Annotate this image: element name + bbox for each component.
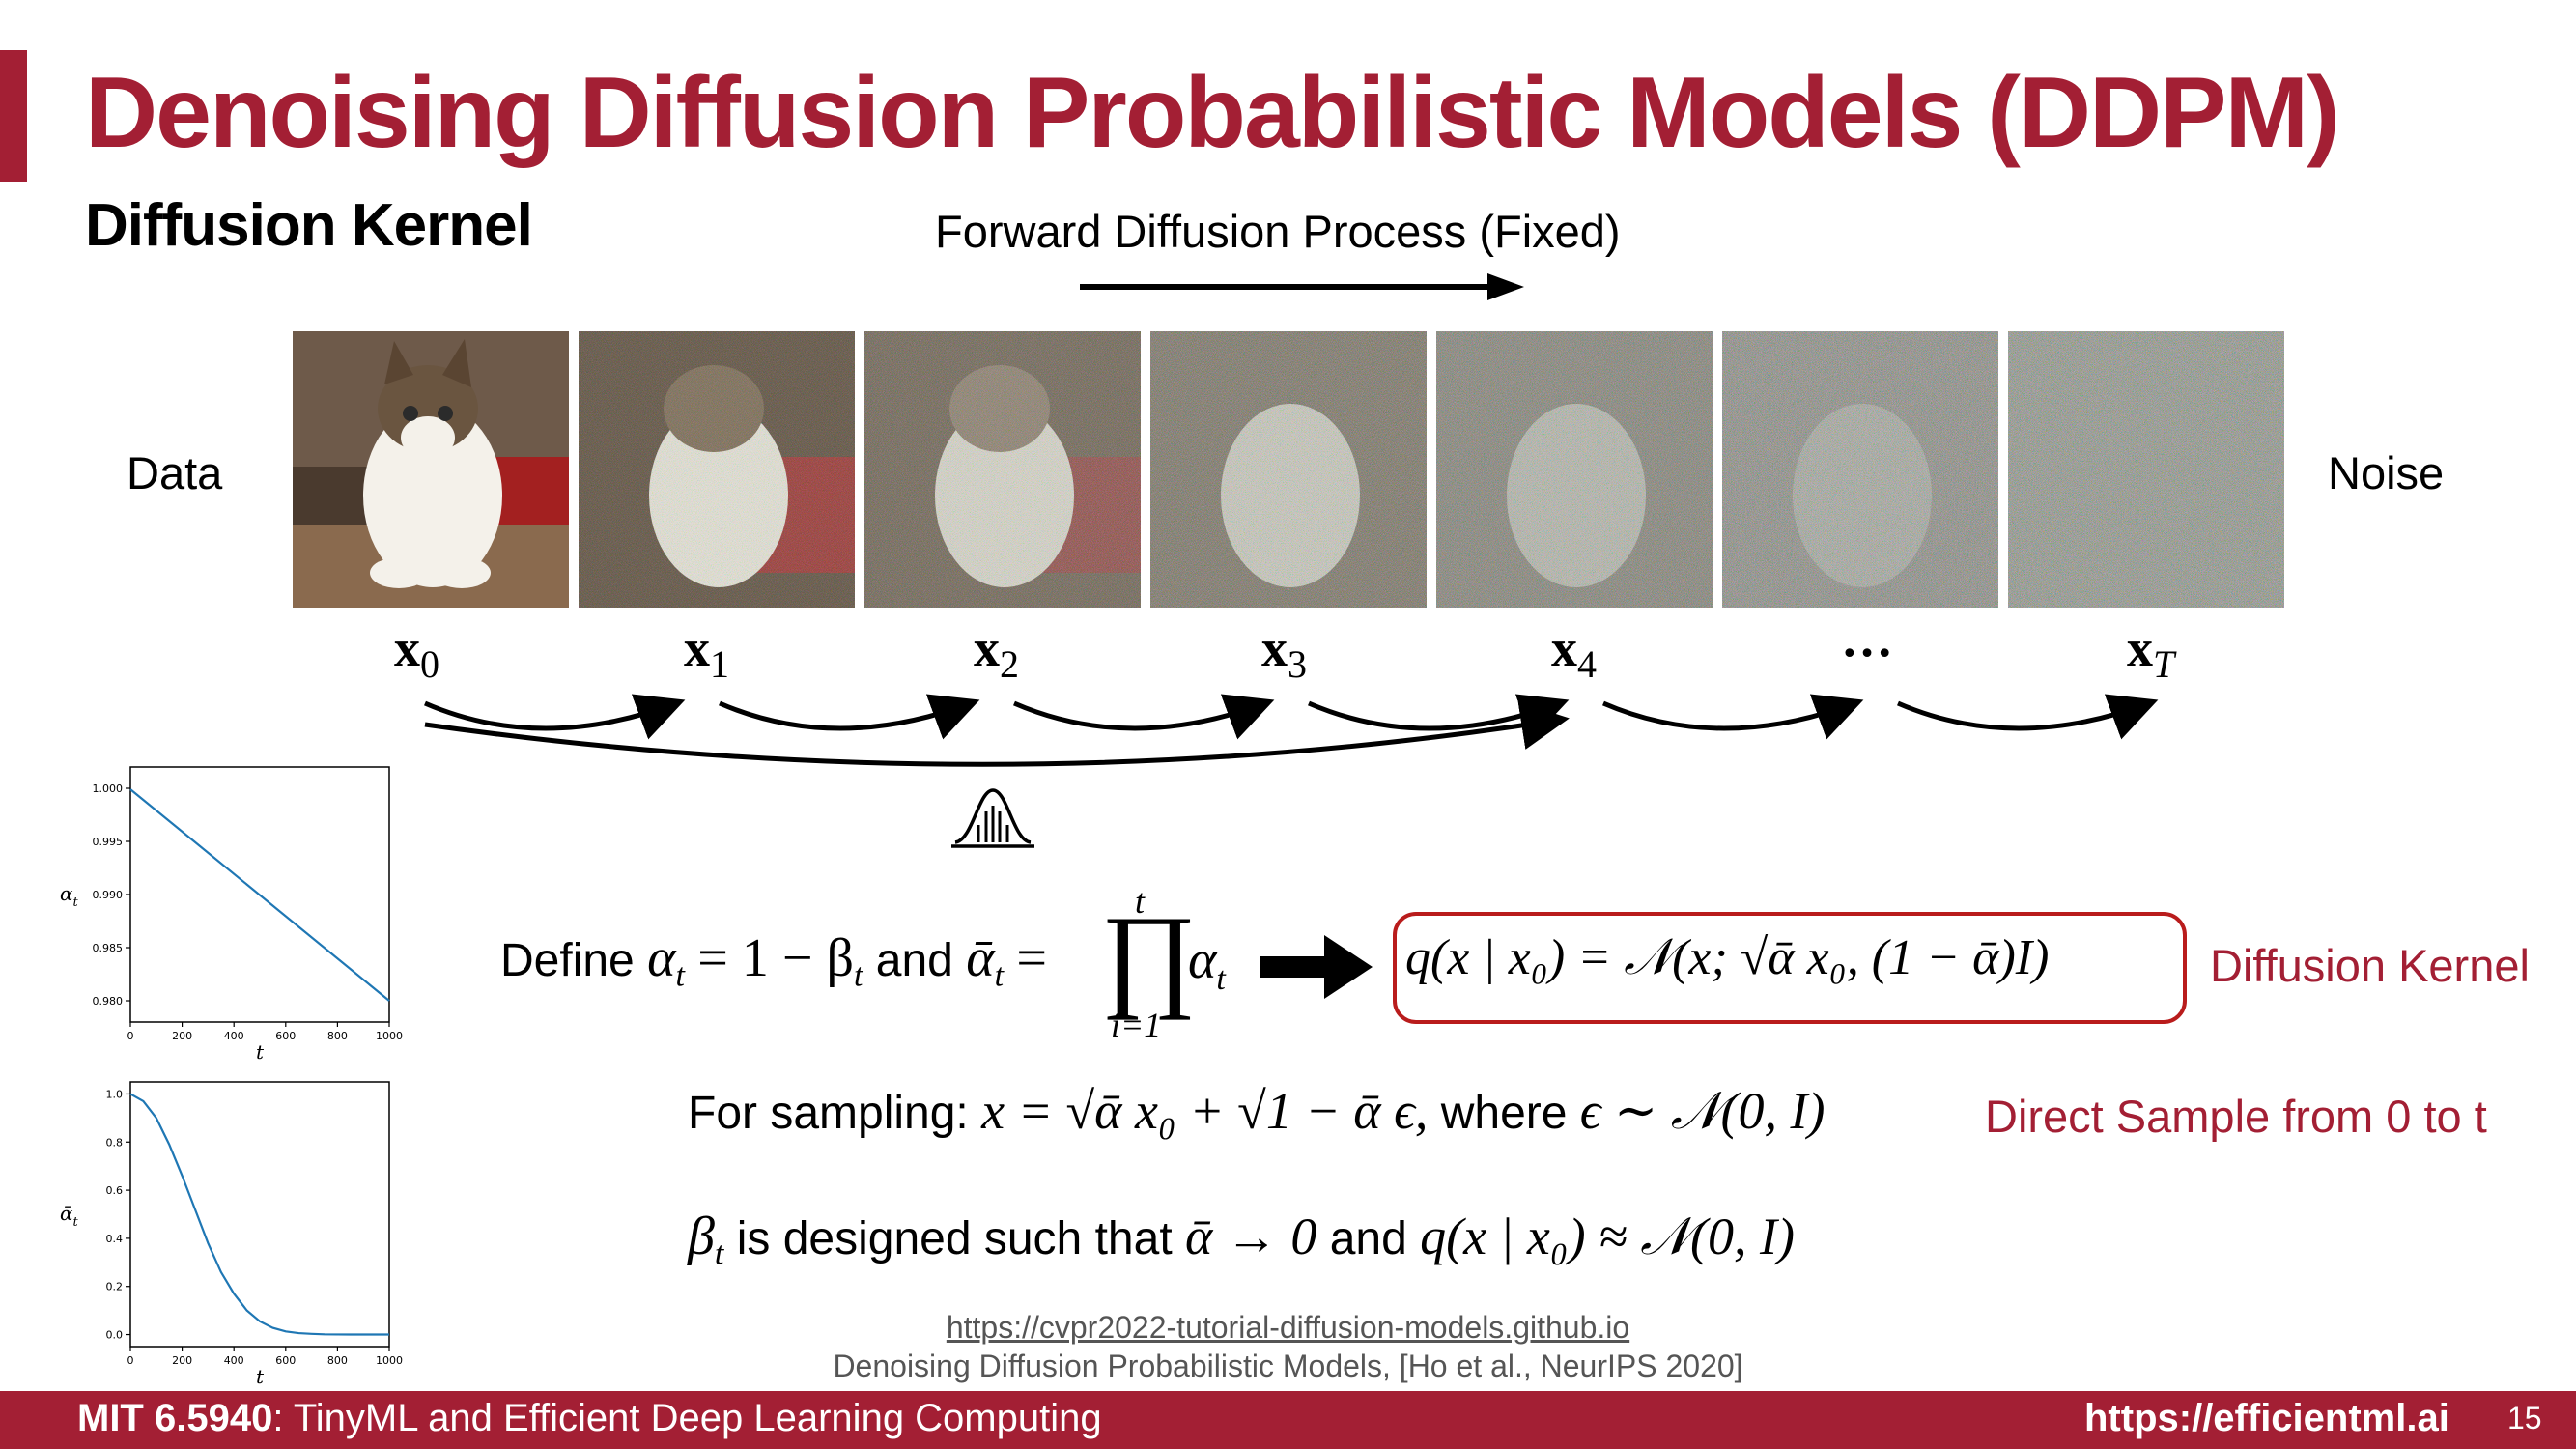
y-tick-label: 0.8: [106, 1136, 124, 1149]
x2-label: x2: [974, 619, 1019, 686]
y-axis-label: ᾱt: [60, 1202, 79, 1230]
product-lower-limit: i=1: [1111, 1006, 1162, 1044]
data-label: Data: [127, 447, 223, 498]
reference-paper: Denoising Diffusion Probabilistic Models…: [833, 1349, 1743, 1383]
x-axis-label: t: [256, 1365, 265, 1388]
noisy-image-xt: [1722, 331, 1998, 608]
x-tick-label: 0: [127, 1030, 134, 1042]
x-tick-label: 600: [275, 1354, 296, 1367]
x-tick-label: 400: [224, 1354, 244, 1367]
title-accent-bar: [0, 50, 27, 182]
series-line: [129, 788, 390, 1002]
slide-subtitle: Diffusion Kernel: [85, 192, 533, 259]
noise-label: Noise: [2328, 447, 2445, 498]
product-term: αt: [1188, 930, 1226, 998]
y-tick-label: 0.4: [106, 1233, 124, 1245]
x1-label: x1: [684, 619, 729, 686]
y-tick-label: 0.990: [93, 889, 124, 901]
y-tick-label: 0.2: [106, 1281, 124, 1293]
product-symbol: ∏: [1101, 892, 1197, 1020]
y-tick-label: 0.6: [106, 1184, 124, 1197]
noisy-image-x4: [1436, 331, 1713, 608]
diffusion-kernel-box: [1393, 912, 2187, 1024]
y-axis-label: αt: [60, 882, 79, 910]
x0-label: x0: [394, 619, 439, 686]
x-tick-label: 200: [172, 1030, 192, 1042]
y-axis-label-sub: t: [73, 1215, 79, 1230]
y-tick-label: 0.995: [93, 836, 124, 848]
transition-arrows: [424, 694, 2159, 767]
direct-sample-label: Direct Sample from 0 to t: [1985, 1091, 2487, 1142]
footer-bar: MIT 6.5940: TinyML and Efficient Deep Le…: [0, 1391, 2576, 1449]
y-tick-label: 1.000: [93, 782, 124, 795]
page-number: 15: [2507, 1401, 2542, 1435]
y-tick-label: 0.0: [106, 1329, 124, 1342]
implies-arrow-icon: [1260, 935, 1373, 999]
y-tick-label: 1.0: [106, 1088, 124, 1100]
x-tick-label: 200: [172, 1354, 192, 1367]
define-equation: Define αt = 1 − βt and ᾱt =: [500, 928, 1047, 994]
plot-frame: [129, 1081, 390, 1348]
y-tick-label: 0.980: [93, 995, 124, 1008]
x-tick-label: 800: [327, 1354, 348, 1367]
forward-process-label: Forward Diffusion Process (Fixed): [935, 206, 1621, 257]
noisy-image-x2: [864, 331, 1141, 608]
x-tick-label: 1000: [376, 1030, 403, 1042]
product-upper-limit: t: [1135, 882, 1146, 921]
reference-url[interactable]: https://cvpr2022-tutorial-diffusion-mode…: [946, 1310, 1630, 1345]
footer-site-link[interactable]: https://efficientml.ai: [2084, 1397, 2449, 1439]
x4-label: x4: [1551, 619, 1597, 686]
x-tick-label: 600: [275, 1030, 296, 1042]
noisy-image-x3: [1150, 331, 1427, 608]
y-axis-label-sub: t: [73, 895, 79, 910]
x-tick-label: 0: [127, 1354, 134, 1367]
kernel-formula: q(x | x₀) = 𝒩(x; √ᾱ x₀, (1 − ᾱ)I): [1405, 930, 2050, 985]
ellipsis-label: …: [1841, 610, 1893, 668]
x-tick-label: 400: [224, 1030, 244, 1042]
beta-design-equation: βt is designed such that ᾱ → 0 and q(x |…: [688, 1207, 1795, 1272]
x-tick-label: 1000: [376, 1354, 403, 1367]
sampling-equation: For sampling: x = √ᾱ x₀ + √1 − ᾱ ϵ, wher…: [688, 1082, 1826, 1140]
cat-image-x0: [293, 331, 569, 608]
gaussian-icon: [951, 788, 1034, 848]
xT-label: xT: [2127, 619, 2175, 686]
forward-arrow-icon: [1080, 273, 1524, 300]
noisy-image-x1: [579, 331, 855, 608]
footer-course: MIT 6.5940: TinyML and Efficient Deep Le…: [77, 1397, 1102, 1439]
series-line: [129, 1093, 390, 1336]
noise-image-xT: [2008, 331, 2284, 608]
x-tick-label: 800: [327, 1030, 348, 1042]
x-axis-label: t: [256, 1040, 265, 1061]
alpha-plot: 0 200 400 600 800 1000 0.980 0.985 0.990 0.995 1.0…: [48, 761, 406, 1061]
x3-label: x3: [1261, 619, 1307, 686]
slide-title: Denoising Diffusion Probabilistic Models…: [85, 57, 2340, 169]
diffusion-kernel-label: Diffusion Kernel: [2210, 940, 2530, 991]
y-tick-label: 0.985: [93, 942, 124, 954]
